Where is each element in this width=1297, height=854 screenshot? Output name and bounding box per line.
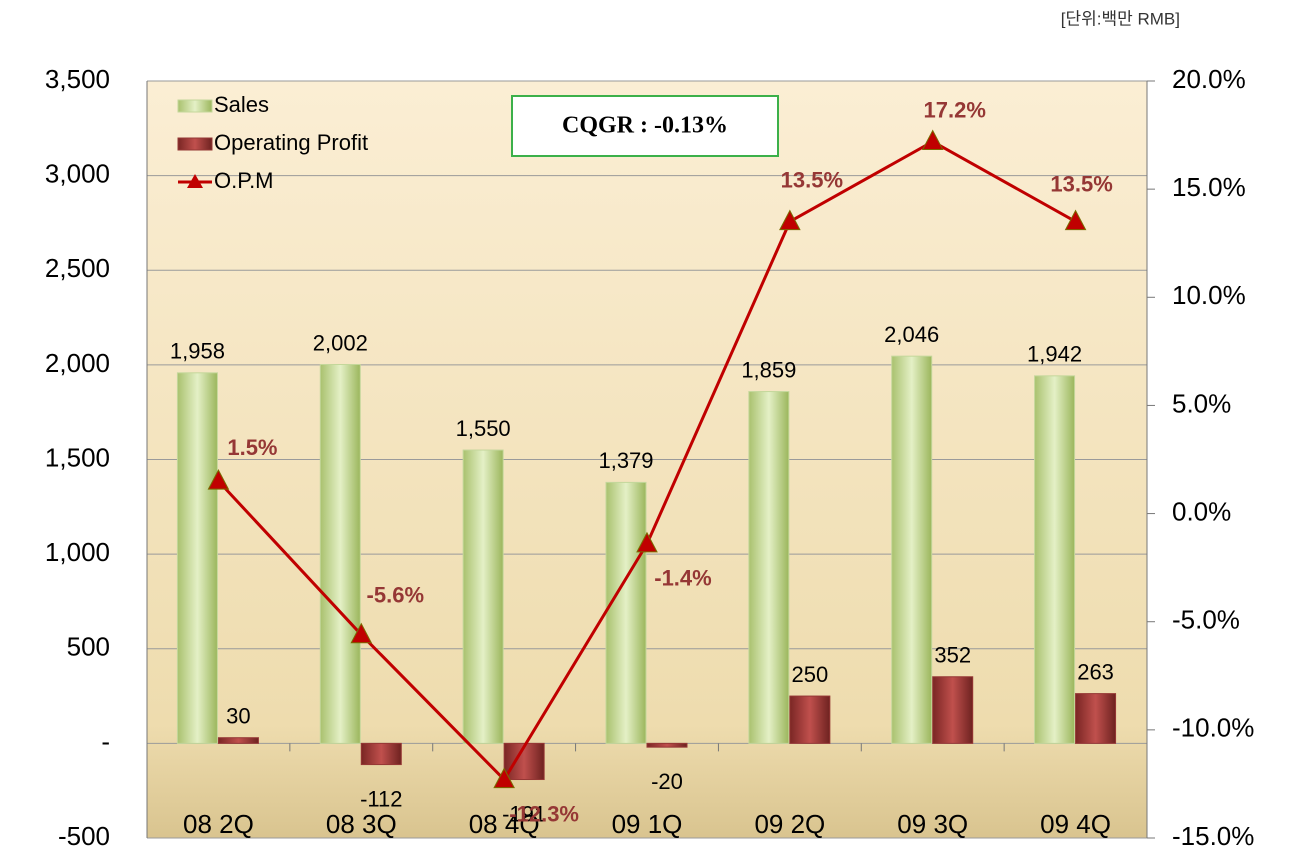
bar-label: 1,859 xyxy=(741,357,796,382)
bar-label: 1,379 xyxy=(598,448,653,473)
bar xyxy=(177,373,217,744)
y2-tick-label: 5.0% xyxy=(1172,388,1231,418)
bar xyxy=(218,738,258,744)
x-tick-label: 09 2Q xyxy=(754,809,825,839)
y-tick-label: 3,500 xyxy=(45,64,110,94)
bar xyxy=(790,696,830,743)
bar-label: -20 xyxy=(651,769,683,794)
line-label: -12.3% xyxy=(509,801,579,826)
line-label: 13.5% xyxy=(781,167,843,192)
y2-tick-label: -5.0% xyxy=(1172,605,1240,635)
y-tick-label: 500 xyxy=(67,632,110,662)
bar-label: 30 xyxy=(226,704,250,729)
bar-label: 1,958 xyxy=(170,339,225,364)
x-tick-label: 09 3Q xyxy=(897,809,968,839)
line-label: 17.2% xyxy=(924,97,986,122)
annotation: CQGR : -0.13% xyxy=(562,113,728,139)
bar xyxy=(892,356,932,743)
page: [단위:백만 RMB] CQGR : -0.13% -500-5001,0001… xyxy=(0,0,1297,854)
x-tick-label: 09 4Q xyxy=(1040,809,1111,839)
bar-label: 263 xyxy=(1077,659,1114,684)
y-tick-label: -500 xyxy=(58,821,110,851)
y-tick-label: 2,000 xyxy=(45,348,110,378)
y2-tick-label: 20.0% xyxy=(1172,64,1246,94)
bar-label: 1,942 xyxy=(1027,342,1082,367)
legend-label: O.P.M xyxy=(214,168,274,193)
line-label: 1.5% xyxy=(227,435,277,460)
line-label: 13.5% xyxy=(1050,171,1112,196)
line-label: -5.6% xyxy=(367,583,424,608)
y-tick-label: 1,000 xyxy=(45,537,110,567)
bar xyxy=(749,392,789,744)
y2-tick-label: 0.0% xyxy=(1172,496,1231,526)
bar-label: 250 xyxy=(791,662,828,687)
bar-label: 1,550 xyxy=(456,416,511,441)
bar xyxy=(361,743,401,764)
legend-swatch xyxy=(178,100,212,112)
bar xyxy=(606,482,646,743)
legend-label: Sales xyxy=(214,92,269,117)
line-label: -1.4% xyxy=(654,566,711,591)
x-tick-label: 08 2Q xyxy=(183,809,254,839)
bar xyxy=(1035,376,1075,744)
x-tick-label: 08 3Q xyxy=(326,809,397,839)
bar xyxy=(933,677,973,744)
unit-note: [단위:백만 RMB] xyxy=(1061,9,1180,28)
bar xyxy=(320,364,360,743)
bar xyxy=(1076,694,1116,744)
x-tick-label: 09 1Q xyxy=(612,809,683,839)
bar-label: -112 xyxy=(360,786,402,811)
legend-label: Operating Profit xyxy=(214,130,368,155)
y-tick-label: 3,000 xyxy=(45,159,110,189)
y-tick-label: - xyxy=(101,726,110,756)
y-tick-label: 2,500 xyxy=(45,253,110,283)
bar xyxy=(647,743,687,747)
bar xyxy=(463,450,503,743)
y2-tick-label: -15.0% xyxy=(1172,821,1254,851)
legend-swatch xyxy=(178,138,212,150)
bar-label: 2,046 xyxy=(884,322,939,347)
bar-label: 352 xyxy=(934,643,971,668)
y2-tick-label: -10.0% xyxy=(1172,713,1254,743)
y2-tick-label: 10.0% xyxy=(1172,280,1246,310)
y2-tick-label: 15.0% xyxy=(1172,172,1246,202)
chart: [단위:백만 RMB] CQGR : -0.13% -500-5001,0001… xyxy=(0,0,1297,854)
y-tick-label: 1,500 xyxy=(45,442,110,472)
bar-label: 2,002 xyxy=(313,330,368,355)
